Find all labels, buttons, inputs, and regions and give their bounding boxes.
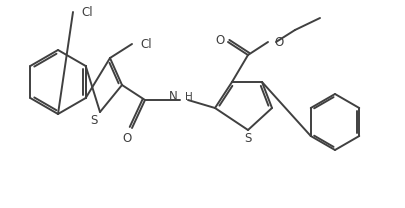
Text: N: N — [169, 90, 178, 104]
Text: H: H — [185, 92, 193, 102]
Text: S: S — [244, 132, 252, 146]
Text: O: O — [274, 36, 283, 48]
Text: Cl: Cl — [81, 5, 93, 19]
Text: Cl: Cl — [140, 37, 151, 51]
Text: S: S — [90, 114, 98, 126]
Text: O: O — [122, 131, 132, 145]
Text: O: O — [215, 33, 225, 47]
